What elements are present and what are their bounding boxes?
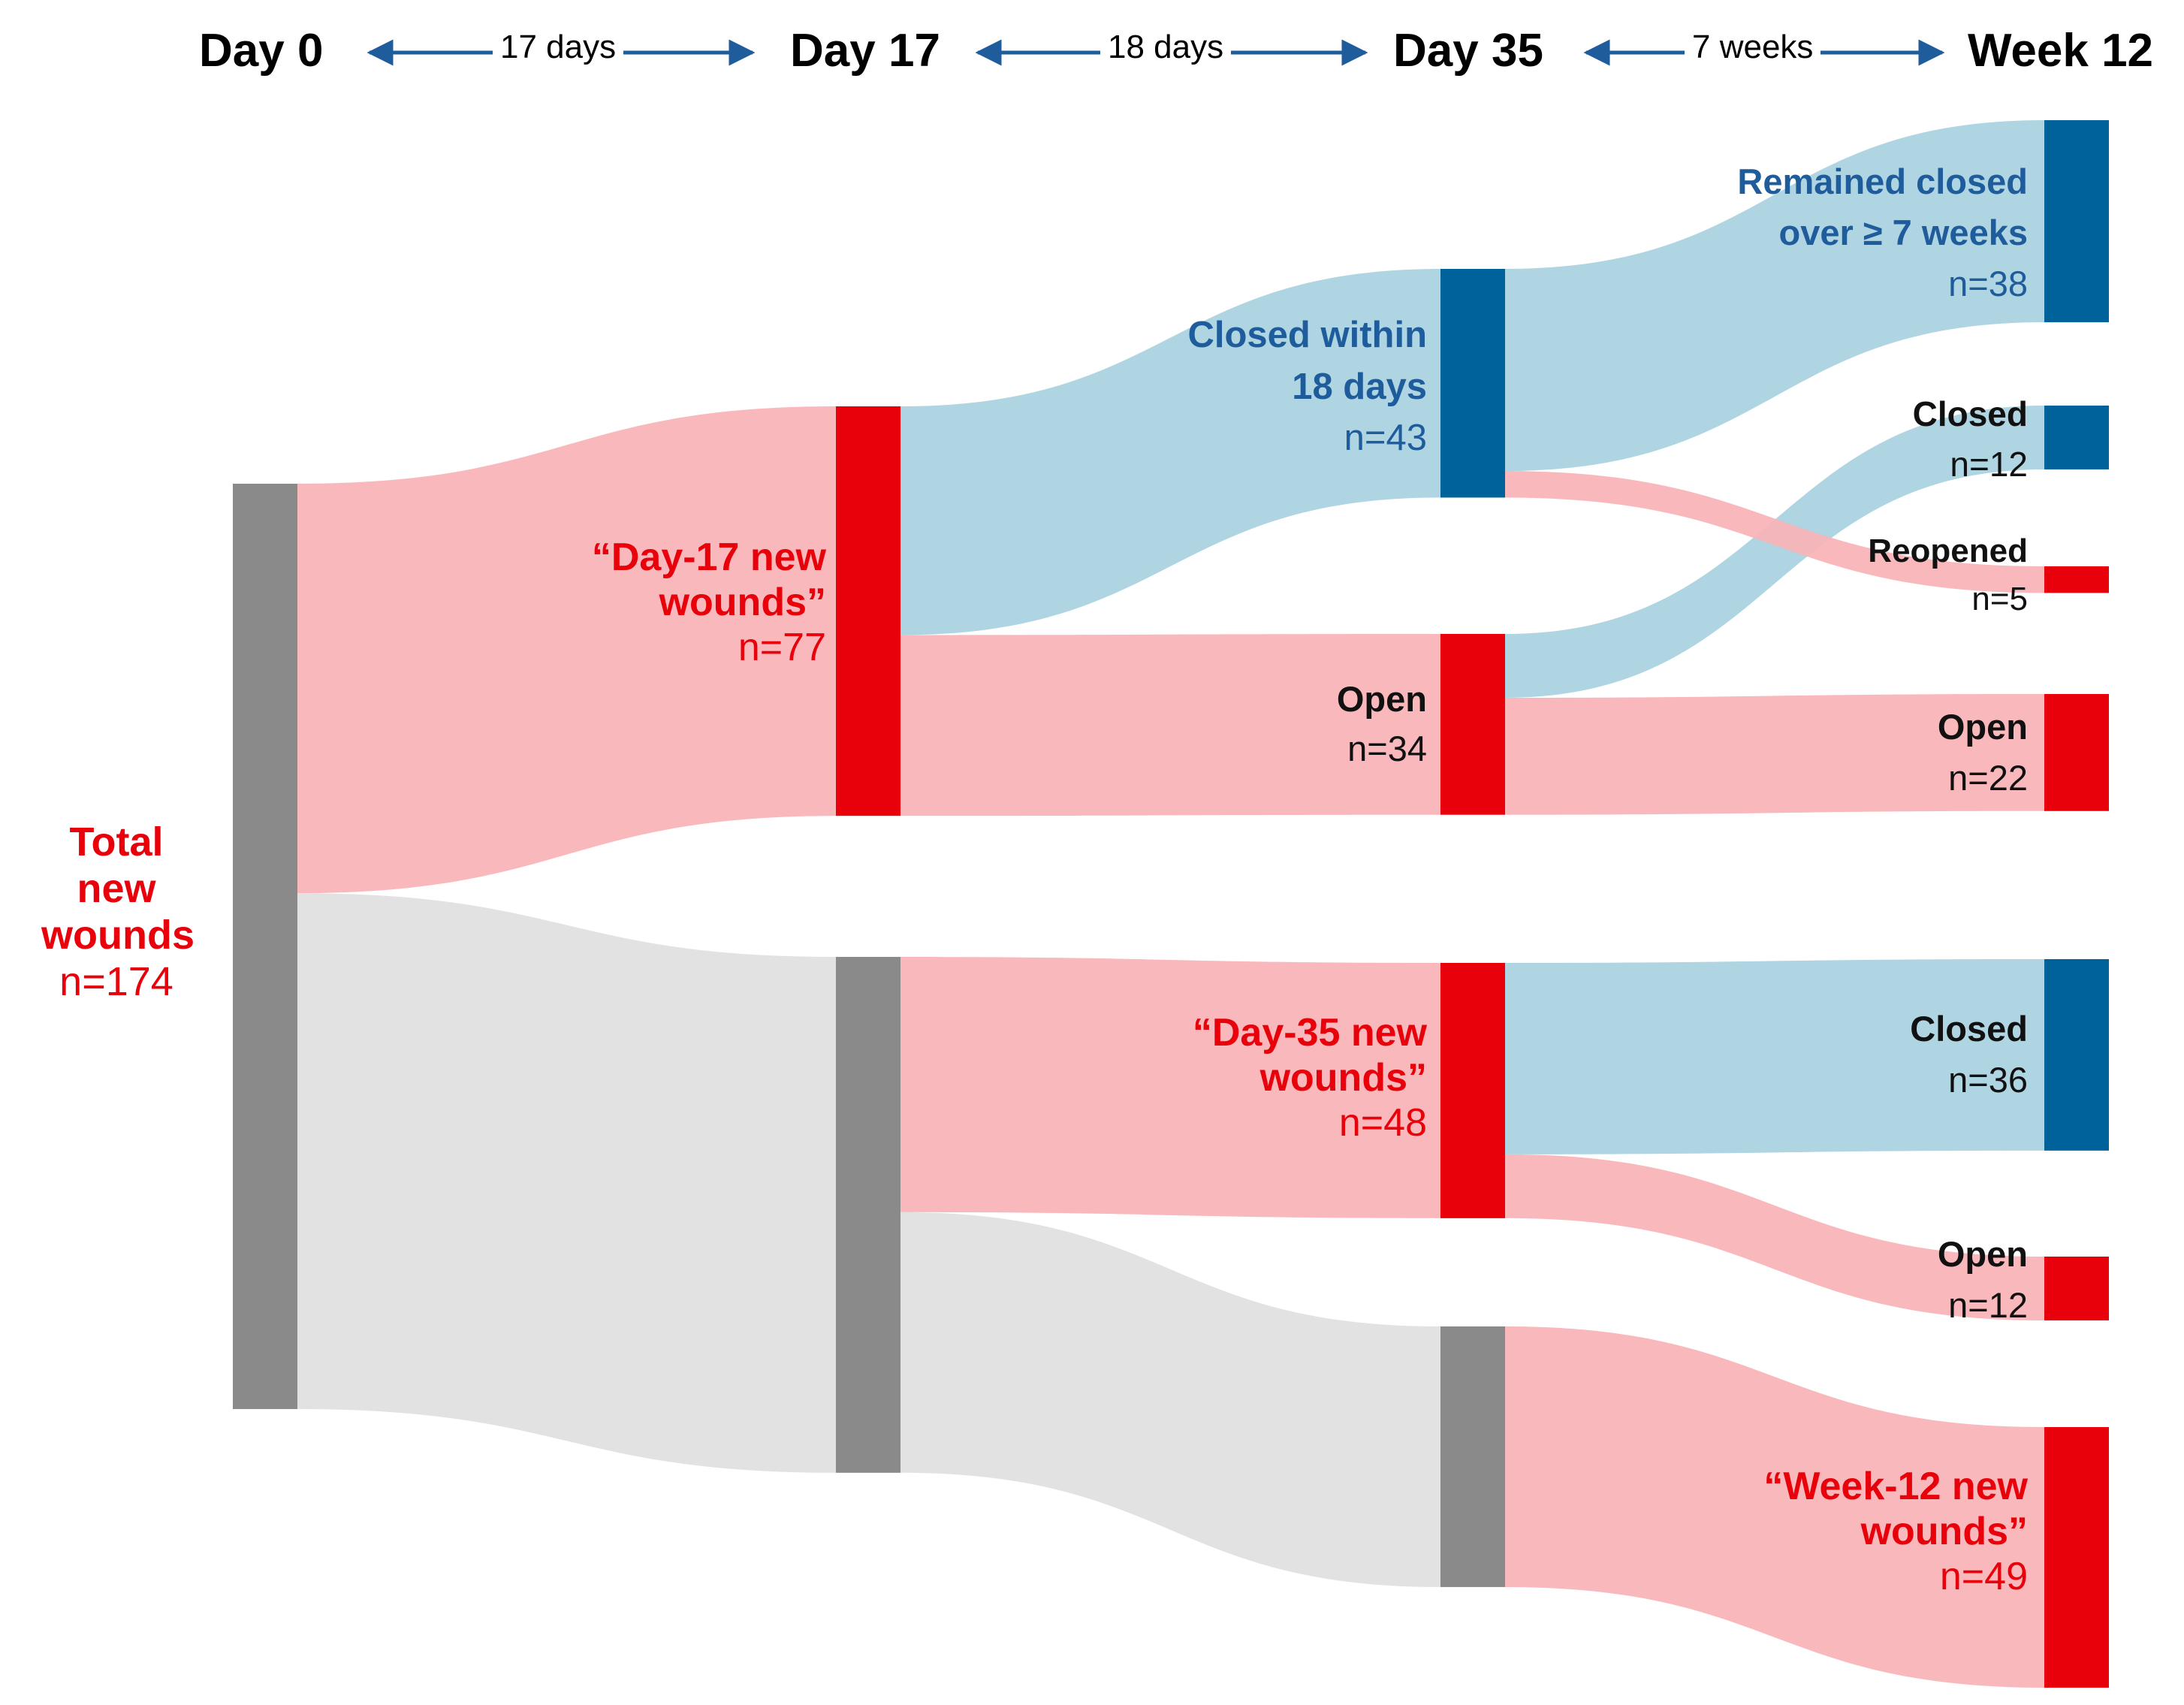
flow-total-to-d17_rest	[297, 893, 836, 1473]
label-week12-reopened: Reopened n=5	[1802, 527, 2028, 623]
label-w12-closed-a-count: n=12	[1950, 444, 2028, 484]
interval-7-weeks: 7 weeks	[1685, 29, 1821, 66]
node-d17_new	[836, 406, 900, 816]
label-remained-closed: Remained closed over ≥ 7 weeks n=38	[1652, 156, 2028, 309]
label-week12-count: n=49	[1939, 1554, 2028, 1598]
interval-17-days: 17 days	[493, 29, 624, 66]
flow-d35_new-to-w12_closed_b	[1505, 959, 2044, 1154]
label-day35-open: Open n=34	[1202, 674, 1427, 774]
node-w12_reopened	[2044, 566, 2109, 593]
label-w12-open-a-count: n=22	[1948, 758, 2028, 798]
label-w12-closed-a-title: Closed	[1912, 394, 2028, 433]
label-day17-title: “Day-17 new wounds”	[591, 536, 826, 624]
label-day35-title: “Day-35 new wounds”	[1192, 1011, 1427, 1100]
label-week12-title: “Week-12 new wounds”	[1763, 1465, 2028, 1553]
label-w12-closed-b-title: Closed	[1910, 1009, 2028, 1049]
label-total-title: Total new wounds	[41, 819, 195, 958]
node-d35_closed	[1440, 269, 1505, 498]
label-week12-closed-a: Closed n=12	[1802, 389, 2028, 489]
flow-d17_new-to-d35_closed	[900, 269, 1440, 635]
flow-d35_open-to-w12_open_a	[1505, 694, 2044, 815]
label-closed18-title: Closed within 18 days	[1187, 315, 1428, 407]
node-w12_closed_a	[2044, 406, 2109, 469]
label-w12-open-a-title: Open	[1937, 707, 2028, 747]
flow-d35_new-to-w12_open_b	[1505, 1154, 2044, 1320]
timeline-day-17: Day 17	[790, 25, 940, 77]
flow-d35_closed-to-w12_reopened	[1505, 471, 2044, 593]
node-w12_remained	[2044, 120, 2109, 323]
label-reopened-count: n=5	[1971, 580, 2028, 617]
label-day35-count: n=48	[1338, 1100, 1427, 1145]
label-w12-closed-b-count: n=36	[1948, 1060, 2028, 1100]
node-w12_closed_b	[2044, 959, 2109, 1151]
flow-d17_rest-to-d35_rest	[900, 1212, 1440, 1587]
label-d35-open-count: n=34	[1347, 728, 1427, 768]
label-week12-open-b: Open n=12	[1802, 1229, 2028, 1331]
flow-d17_rest-to-d35_new	[900, 957, 1440, 1218]
label-remained-count: n=38	[1948, 264, 2028, 304]
label-w12-open-b-title: Open	[1937, 1234, 2028, 1274]
label-closed18-count: n=43	[1344, 418, 1427, 459]
label-remained-title: Remained closed over ≥ 7 weeks	[1737, 161, 2028, 253]
flow-d35_open-to-w12_closed_a	[1505, 406, 2044, 698]
flow-total-to-d17_new	[297, 406, 836, 894]
node-w12_open_b	[2044, 1257, 2109, 1320]
interval-18-days: 18 days	[1100, 29, 1232, 66]
node-d35_rest	[1440, 1326, 1505, 1587]
label-day17-count: n=77	[738, 625, 826, 669]
label-reopened-title: Reopened	[1868, 533, 2028, 569]
node-d35_open	[1440, 634, 1505, 815]
timeline-day-35: Day 35	[1393, 25, 1543, 77]
label-total-new-wounds: Total new wounds n=174	[15, 819, 218, 1005]
label-day35-new-wounds: “Day-35 new wounds” n=48	[1127, 1011, 1427, 1145]
node-total	[233, 484, 297, 1409]
timeline-week-12: Week 12	[1968, 25, 2154, 77]
label-week12-open-a: Open n=22	[1802, 702, 2028, 804]
label-week12-closed-b: Closed n=36	[1802, 1003, 2028, 1106]
node-w12_open_a	[2044, 694, 2109, 811]
timeline-day-0: Day 0	[199, 25, 324, 77]
label-total-count: n=174	[59, 959, 173, 1005]
label-w12-open-b-count: n=12	[1948, 1285, 2028, 1326]
flow-d35_closed-to-w12_remained	[1505, 120, 2044, 472]
node-w12_new	[2044, 1427, 2109, 1688]
node-d17_rest	[836, 957, 900, 1473]
label-week12-new-wounds: “Week-12 new wounds” n=49	[1712, 1465, 2028, 1599]
flow-d35_rest-to-w12_new	[1505, 1326, 2044, 1688]
label-day17-new-wounds: “Day-17 new wounds” n=77	[526, 536, 826, 670]
node-d35_new	[1440, 963, 1505, 1218]
label-closed-within-18-days: Closed within 18 days n=43	[1112, 309, 1428, 464]
flow-d17_new-to-d35_open	[900, 634, 1440, 816]
label-d35-open-title: Open	[1336, 679, 1427, 719]
